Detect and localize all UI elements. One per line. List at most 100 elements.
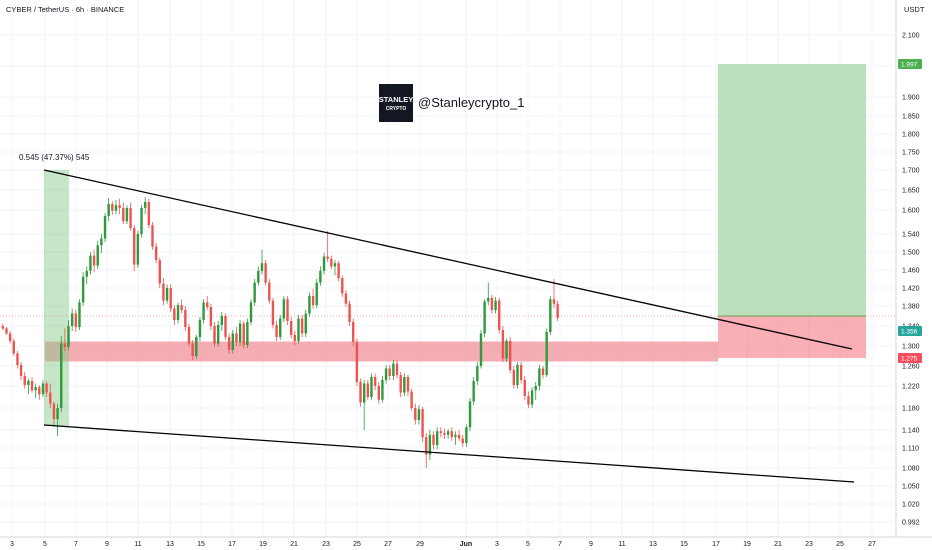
x-tick-label: 9 (105, 541, 109, 548)
candle-body (202, 302, 205, 320)
x-tick-label: 21 (774, 541, 782, 548)
candle-body (479, 333, 483, 366)
x-tick-label: 19 (743, 541, 751, 548)
y-tick-label: 1.260 (902, 364, 920, 371)
x-tick-label: 25 (353, 541, 361, 548)
trendlines[interactable] (43, 169, 855, 483)
candle-body (388, 368, 391, 376)
candle-body (143, 202, 147, 208)
candle-body (297, 318, 300, 341)
candle-body (370, 377, 373, 397)
stop-zone[interactable] (718, 316, 866, 358)
candle-body (435, 431, 439, 445)
candle-body (300, 318, 304, 334)
candle-body (556, 303, 559, 318)
x-tick-label: 11 (618, 541, 625, 548)
price-tag-stop (898, 353, 922, 363)
y-tick-label: 1.500 (902, 250, 920, 257)
candle-body (352, 322, 355, 342)
candle-body (30, 381, 34, 391)
support-zone[interactable] (45, 341, 718, 362)
candle-body (63, 343, 67, 347)
candle-body (107, 204, 110, 216)
candle-body (377, 386, 380, 400)
candle-body (319, 270, 322, 283)
measure-label: 0.545 (47.37%) 545 (19, 153, 90, 162)
candle-body (56, 408, 59, 419)
candle-body (89, 255, 92, 271)
y-tick-label: 1.540 (902, 232, 920, 239)
watermark-handle: @Stanleycrypto_1 (418, 95, 524, 110)
x-tick-label: Jun (460, 541, 472, 548)
candle-body (498, 300, 501, 330)
x-tick-label: 29 (416, 541, 424, 548)
price-tag-label: 1.997 (901, 62, 918, 69)
candle-body (487, 297, 490, 302)
candle-body (286, 299, 289, 321)
candle-body (154, 246, 158, 261)
candle-body (235, 333, 238, 342)
candle-body (541, 368, 545, 375)
y-tick-label: 1.460 (902, 268, 920, 275)
y-tick-label: 1.300 (902, 344, 920, 351)
x-tick-label: 3 (495, 541, 499, 548)
y-tick-label: 1.220 (902, 384, 920, 391)
candle-body (282, 299, 286, 319)
candle-body (293, 335, 297, 341)
upper-trendline[interactable] (43, 169, 853, 350)
y-tick-label: 1.700 (902, 168, 920, 175)
candle-body (195, 337, 198, 356)
candle-body (260, 263, 264, 271)
candle-body (549, 299, 552, 332)
candle-body (279, 318, 282, 337)
candle-body (508, 341, 512, 370)
candle-body (322, 256, 326, 271)
y-tick-label: 1.050 (902, 484, 920, 491)
x-tick-label: 7 (558, 541, 562, 548)
x-tick-label: 15 (197, 541, 205, 548)
candle-body (1, 326, 5, 329)
candle-body (457, 434, 461, 439)
candle-body (60, 343, 63, 408)
x-tick-label: 13 (649, 541, 657, 548)
y-tick-label: 1.020 (902, 502, 920, 509)
price-tag-label: 1.356 (901, 329, 918, 336)
lower-trendline[interactable] (43, 424, 855, 483)
candle-body (249, 302, 253, 322)
target-zone[interactable] (718, 64, 866, 316)
candle-body (465, 427, 468, 444)
x-tick-label: 13 (166, 541, 174, 548)
candle-body (81, 276, 85, 303)
candle-body (45, 383, 48, 393)
candle-body (425, 437, 428, 455)
candle-body (311, 296, 315, 306)
x-tick-label: 21 (290, 541, 298, 548)
candle-body (527, 395, 530, 405)
candle-body (395, 363, 399, 375)
candle-body (67, 326, 70, 347)
y-tick-label: 1.900 (902, 95, 920, 102)
candle-body (227, 337, 231, 350)
watermark-logo-sub: CRYPTO (386, 106, 407, 112)
candle-body (439, 431, 443, 433)
candle-body (12, 341, 15, 354)
candle-body (348, 303, 351, 322)
candle-body (454, 434, 457, 438)
measure-box[interactable] (44, 170, 69, 426)
price-axis[interactable] (896, 0, 932, 550)
candle-body (315, 282, 318, 306)
candle-body (326, 256, 329, 259)
candle-body (129, 208, 132, 228)
candle-body (41, 383, 45, 395)
candle-body (8, 333, 12, 341)
watermark-logo-text: STANLEY (379, 95, 413, 104)
x-tick-label: 27 (384, 541, 392, 548)
y-tick-label: 1.180 (902, 406, 920, 413)
candle-body (384, 368, 388, 380)
candle-body (538, 368, 541, 386)
x-tick-label: 15 (680, 541, 688, 548)
y-tick-label: 0.992 (902, 520, 920, 527)
candle-body (366, 383, 370, 397)
